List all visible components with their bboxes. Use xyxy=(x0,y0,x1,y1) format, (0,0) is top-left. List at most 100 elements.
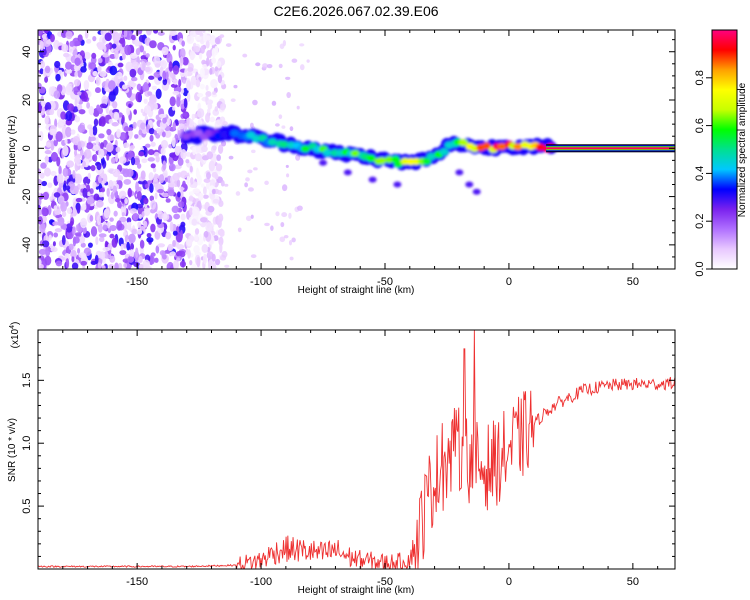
noise-speckle xyxy=(165,231,172,240)
noise-speckle xyxy=(138,129,143,136)
noise-speckle xyxy=(92,35,97,42)
noise-speckle xyxy=(99,187,106,193)
noise-speckle xyxy=(228,155,234,160)
noise-speckle xyxy=(73,149,78,156)
colorbar-tick-label: 0.0 xyxy=(694,261,706,276)
noise-speckle xyxy=(109,65,118,76)
noise-speckle xyxy=(58,45,63,51)
noise-speckle xyxy=(197,108,205,119)
noise-speckle xyxy=(45,141,52,148)
noise-speckle xyxy=(106,142,114,153)
noise-speckle xyxy=(68,46,74,54)
noise-speckle xyxy=(118,190,127,199)
noise-speckle xyxy=(179,47,186,59)
noise-speckle xyxy=(271,100,277,106)
noise-speckle xyxy=(114,262,119,269)
noise-speckle xyxy=(77,141,82,150)
noise-speckle xyxy=(180,213,186,221)
noise-speckle xyxy=(56,156,61,167)
noise-speckle xyxy=(157,31,165,36)
ridge-blob-core xyxy=(300,145,310,153)
chart-title: C2E6.2026.067.02.39.E06 xyxy=(273,3,438,19)
noise-speckle xyxy=(108,264,115,269)
noise-speckle xyxy=(70,129,76,135)
branch-blob xyxy=(472,188,481,195)
noise-speckle xyxy=(169,163,176,172)
noise-speckle xyxy=(195,79,201,88)
noise-speckle xyxy=(44,155,49,165)
noise-speckle xyxy=(42,191,50,200)
noise-speckle xyxy=(130,157,136,166)
noise-speckle xyxy=(38,248,47,256)
noise-speckle xyxy=(262,63,268,69)
noise-speckle xyxy=(80,91,89,102)
noise-speckle xyxy=(209,116,216,123)
noise-speckle xyxy=(65,258,70,269)
noise-speckle xyxy=(252,99,258,106)
noise-speckle xyxy=(214,66,219,72)
noise-speckle xyxy=(135,247,139,258)
noise-speckle xyxy=(109,224,117,232)
noise-speckle xyxy=(145,30,152,36)
noise-speckle xyxy=(119,216,127,223)
noise-speckle xyxy=(172,230,178,236)
noise-speckle xyxy=(120,243,124,251)
noise-speckle xyxy=(127,256,135,263)
noise-speckle xyxy=(202,30,206,34)
noise-speckle xyxy=(113,111,120,121)
noise-speckle xyxy=(83,149,92,159)
ridge-blob-core xyxy=(497,143,507,151)
noise-speckle xyxy=(61,211,67,218)
noise-speckle xyxy=(39,40,44,51)
noise-speckle xyxy=(92,181,97,190)
noise-speckle xyxy=(162,169,168,179)
noise-speckle xyxy=(176,243,185,250)
noise-speckle xyxy=(121,114,125,124)
noise-speckle xyxy=(157,188,164,194)
noise-speckle xyxy=(171,136,176,148)
colorbar-tick-label: 0.8 xyxy=(694,70,706,85)
noise-speckle xyxy=(41,180,48,187)
noise-speckle xyxy=(111,43,117,49)
noise-speckle xyxy=(41,207,47,216)
noise-speckle xyxy=(148,75,155,80)
noise-speckle xyxy=(211,188,216,195)
noise-speckle xyxy=(169,251,176,257)
noise-speckle xyxy=(39,172,45,179)
noise-speckle xyxy=(97,65,102,73)
noise-speckle xyxy=(55,260,63,267)
colorbar-gradient xyxy=(712,30,737,269)
noise-speckle xyxy=(95,236,99,245)
noise-speckle xyxy=(40,99,45,107)
noise-speckle xyxy=(90,164,96,172)
noise-speckle xyxy=(38,168,41,175)
noise-speckle xyxy=(72,226,76,236)
noise-speckle xyxy=(143,105,152,114)
noise-speckle xyxy=(144,183,149,189)
x-tick-label: -100 xyxy=(250,576,272,588)
noise-speckle xyxy=(131,61,140,69)
colorbar-ticks: 0.0 0.2 0.4 0.6 0.8 xyxy=(694,70,712,277)
top-y-axis-title: Frequency (Hz) xyxy=(7,116,18,185)
colorbar-tick-label: 0.2 xyxy=(694,214,706,229)
noise-speckle xyxy=(235,191,241,196)
noise-speckle xyxy=(99,236,105,242)
noise-speckle xyxy=(296,105,300,110)
noise-speckle xyxy=(205,112,211,123)
noise-speckle xyxy=(49,128,57,136)
noise-speckle xyxy=(80,242,86,248)
noise-speckle xyxy=(202,63,208,69)
noise-speckle xyxy=(142,50,146,56)
noise-speckle xyxy=(48,234,52,241)
noise-speckle xyxy=(95,199,104,208)
noise-speckle xyxy=(165,198,171,203)
noise-speckle xyxy=(62,183,67,192)
y-tick-label: -20 xyxy=(21,189,33,205)
noise-speckle xyxy=(180,221,186,228)
noise-speckle xyxy=(281,184,288,192)
noise-speckle xyxy=(250,254,257,259)
noise-speckle xyxy=(107,168,116,174)
noise-speckle xyxy=(167,243,174,252)
noise-speckle xyxy=(291,237,296,243)
noise-speckle xyxy=(245,215,252,222)
